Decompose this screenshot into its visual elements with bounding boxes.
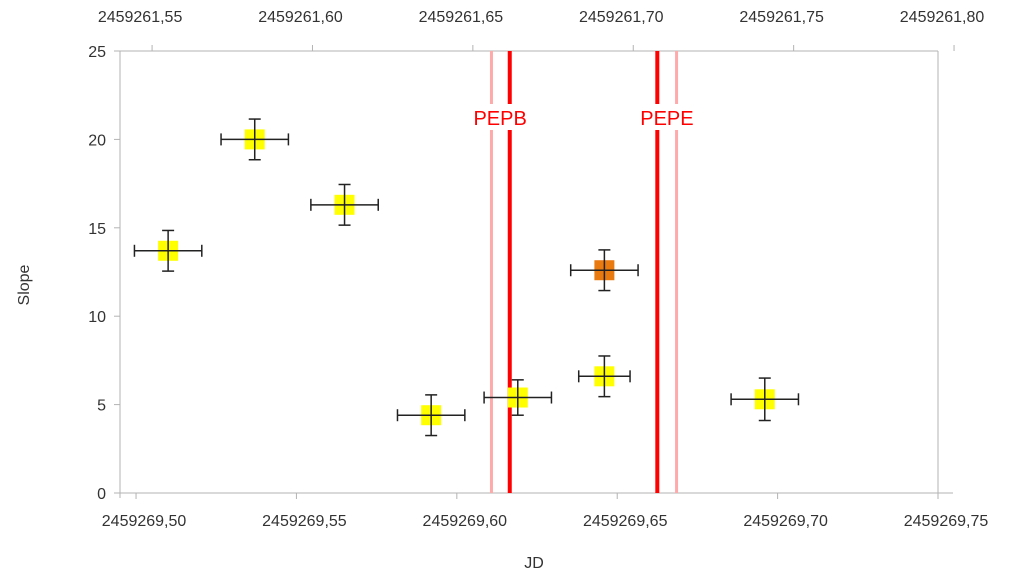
y-tick-label: 0 xyxy=(97,486,106,503)
x-tick-label: 2459269,50 xyxy=(102,513,187,530)
x2-tick-label: 2459261,65 xyxy=(419,9,504,26)
x2-tick-label: 2459261,80 xyxy=(900,9,985,26)
data-point xyxy=(730,377,800,422)
y-axis: 0 5 10 15 20 25 xyxy=(88,44,939,503)
marker-label-bg xyxy=(466,104,535,130)
y-tick-label: 5 xyxy=(97,398,106,415)
x-tick-label: 2459269,55 xyxy=(262,513,347,530)
data-point xyxy=(577,355,631,398)
x-axis-label: JD xyxy=(524,555,544,572)
x-tick-label: 2459269,65 xyxy=(583,513,668,530)
x-tick-label: 2459269,75 xyxy=(904,513,989,530)
y-tick-label: 20 xyxy=(88,132,106,149)
y-axis-label: Slope xyxy=(16,264,33,305)
data-point xyxy=(569,249,639,292)
marker-label-bg xyxy=(632,104,701,130)
data-point xyxy=(483,379,553,416)
x-tick-label: 2459269,70 xyxy=(743,513,828,530)
top-axis: 2459261,55 2459261,60 2459261,65 2459261,70… xyxy=(98,9,985,52)
data-points xyxy=(133,118,800,437)
vertical-markers: PEPB PEPE xyxy=(466,51,701,493)
data-point xyxy=(310,183,379,226)
data-point xyxy=(133,229,203,272)
y-tick-label: 25 xyxy=(88,44,106,61)
y-tick-label: 10 xyxy=(88,309,106,326)
x2-tick-label: 2459261,70 xyxy=(579,9,664,26)
x-tick-label: 2459269,60 xyxy=(423,513,508,530)
x2-tick-label: 2459261,60 xyxy=(258,9,343,26)
x2-tick-label: 2459261,75 xyxy=(739,9,824,26)
marker-label: PEPE xyxy=(640,108,693,130)
y-tick-label: 15 xyxy=(88,221,106,238)
data-point xyxy=(220,118,290,161)
x-axis: 2459269,50 2459269,55 2459269,60 2459269,65… xyxy=(102,492,989,530)
marker-label: PEPB xyxy=(473,108,526,130)
data-point xyxy=(396,394,466,437)
x2-tick-label: 2459261,55 xyxy=(98,9,183,26)
